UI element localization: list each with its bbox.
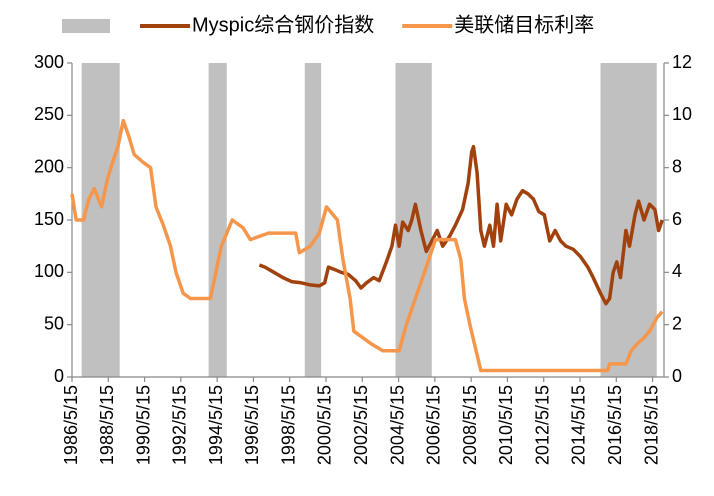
series-line bbox=[70, 118, 664, 373]
x-tick-label: 1988/5/15 bbox=[97, 385, 117, 465]
x-tick-label: 2008/5/15 bbox=[460, 385, 480, 465]
shaded-period bbox=[81, 63, 120, 377]
shaded-period bbox=[304, 63, 322, 377]
y-tick-label: 300 bbox=[34, 52, 64, 72]
x-tick-label: 1992/5/15 bbox=[170, 385, 190, 465]
y2-tick-label: 10 bbox=[672, 104, 692, 124]
x-tick-label: 2016/5/15 bbox=[605, 385, 625, 465]
y2-tick-label: 12 bbox=[672, 52, 692, 72]
x-tick-label: 2014/5/15 bbox=[569, 385, 589, 465]
y-tick-label: 150 bbox=[34, 209, 64, 229]
x-tick-label: 1998/5/15 bbox=[278, 385, 298, 465]
legend-label: Myspic综合钢价指数 bbox=[192, 13, 374, 36]
x-tick-label: 2004/5/15 bbox=[387, 385, 407, 465]
y-tick-label: 100 bbox=[34, 261, 64, 281]
x-tick-label: 1990/5/15 bbox=[133, 385, 153, 465]
x-tick-label: 2006/5/15 bbox=[424, 385, 444, 465]
series-line bbox=[258, 144, 664, 306]
x-tick-label: 2002/5/15 bbox=[351, 385, 371, 465]
x-tick-label: 2000/5/15 bbox=[315, 385, 335, 465]
shaded-period bbox=[208, 63, 227, 377]
legend-label: 美联储目标利率 bbox=[454, 13, 594, 36]
y2-tick-label: 2 bbox=[672, 313, 682, 333]
x-tick-label: 2010/5/15 bbox=[496, 385, 516, 465]
x-tick-label: 1994/5/15 bbox=[206, 385, 226, 465]
y-tick-label: 50 bbox=[44, 313, 64, 333]
legend-swatch bbox=[62, 19, 110, 33]
y2-tick-label: 6 bbox=[672, 209, 682, 229]
shaded-period bbox=[600, 63, 657, 377]
y-tick-label: 200 bbox=[34, 156, 64, 176]
x-tick-label: 2012/5/15 bbox=[532, 385, 552, 465]
y-tick-label: 250 bbox=[34, 104, 64, 124]
y2-tick-label: 4 bbox=[672, 261, 682, 281]
x-tick-label: 1986/5/15 bbox=[61, 385, 81, 465]
shaded-period bbox=[395, 63, 432, 377]
y2-tick-label: 0 bbox=[672, 366, 682, 386]
y-tick-label: 0 bbox=[54, 366, 64, 386]
y2-tick-label: 8 bbox=[672, 156, 682, 176]
x-tick-label: 1996/5/15 bbox=[242, 385, 262, 465]
x-tick-label: 2018/5/15 bbox=[641, 385, 661, 465]
